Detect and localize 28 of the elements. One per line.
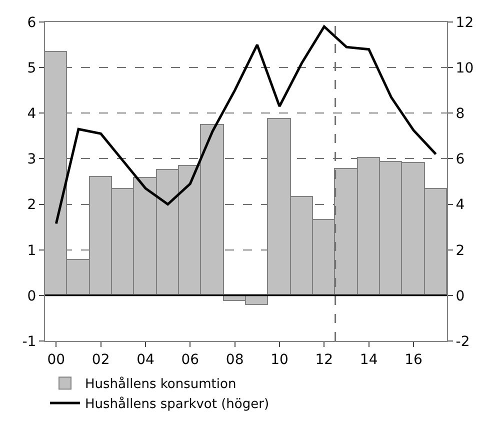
y2-tick-label: 4	[456, 197, 465, 214]
y2-tick-label: 10	[456, 60, 474, 76]
y-tick-label: 4	[27, 106, 36, 122]
y-tick-label: 1	[27, 242, 36, 259]
y-tick-label: 3	[27, 152, 36, 168]
y2-tick-label: -2	[456, 334, 470, 350]
x-tick-label: 16	[404, 352, 422, 368]
line-series	[54, 25, 438, 225]
x-tick-label: 06	[181, 352, 200, 368]
y-tick-label: -1	[22, 334, 36, 350]
legend-label: Hushållens sparkvot (höger)	[85, 396, 270, 412]
y-tick-label: 2	[27, 197, 36, 214]
x-tick-label: 14	[360, 352, 378, 368]
y2-tick-label: 12	[456, 14, 474, 31]
x-tick-label: 04	[136, 352, 154, 368]
x-tick-label: 08	[226, 352, 244, 368]
legend-label: Hushållens konsumtion	[85, 376, 236, 392]
x-tick-label: 12	[315, 352, 334, 368]
x-tick-label: 00	[47, 352, 66, 368]
y-tick-label: 5	[27, 60, 36, 76]
y-tick-label: 6	[27, 14, 36, 31]
y2-tick-label: 8	[456, 106, 465, 122]
x-tick-label: 10	[270, 352, 288, 368]
y2-tick-label: 6	[456, 152, 465, 168]
y2-tick-label: 2	[456, 242, 465, 259]
x-tick-label: 02	[92, 352, 110, 368]
y-tick-label: 0	[27, 288, 36, 304]
y2-tick-label: 0	[456, 288, 465, 304]
